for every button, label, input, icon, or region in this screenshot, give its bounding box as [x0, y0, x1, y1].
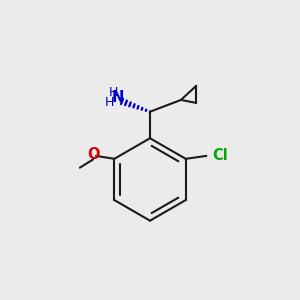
Text: H: H [109, 86, 118, 99]
Text: O: O [87, 147, 99, 162]
Text: N: N [112, 90, 124, 105]
Text: Cl: Cl [212, 148, 228, 164]
Text: H: H [105, 96, 114, 109]
